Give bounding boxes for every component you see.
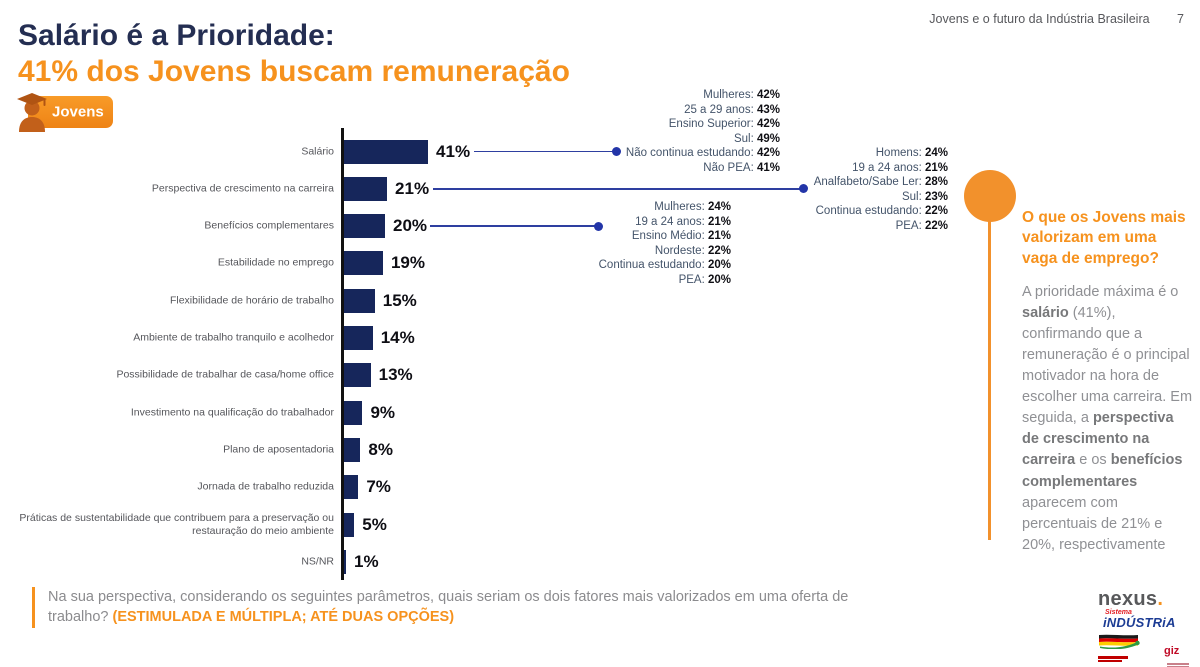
callout-block: Mulheres: 24% 19 a 24 anos: 21% Ensino Méd… (599, 200, 731, 287)
category-label: Perspectiva de crescimento na carreira (151, 182, 334, 195)
category-label: Investimento na qualificação do trabalha… (130, 406, 334, 419)
callout-line: Sul: 23% (901, 190, 948, 203)
graduate-person-icon (17, 93, 47, 132)
footnote: Na sua perspectiva, considerando os segu… (32, 587, 863, 628)
callout-block: Mulheres: 42% 25 a 29 anos: 43% Ensino Sup… (626, 88, 780, 175)
slide-title-line2: 41% dos Jovens buscam remuneração (18, 55, 570, 88)
chart-axis (341, 128, 344, 580)
giz-logo-text-placeholder (1167, 662, 1189, 667)
callout-dot (593, 221, 603, 231)
bar (344, 251, 383, 276)
callout-line: Analfabeto/Sabe Ler: 28% (813, 176, 948, 188)
nexus-logo: nexus. (1098, 588, 1163, 611)
sistema-logo-bottom: iNDÚSTRiA (1103, 615, 1176, 630)
bar (344, 288, 375, 313)
callout-line: Ensino Médio: 21% (631, 230, 731, 242)
german-flag-ribbon-icon (1099, 634, 1140, 650)
bar (344, 363, 371, 388)
category-label: Salário (301, 144, 334, 157)
value-label: 1% (354, 551, 379, 571)
page-number: 7 (1177, 12, 1184, 26)
badge-label: Jovens (52, 103, 104, 121)
callout-dot (798, 184, 808, 194)
annotation-connector-line (988, 220, 991, 540)
category-label: Flexibilidade de horário de trabalho (169, 294, 334, 307)
bar (344, 512, 355, 537)
value-label: 21% (395, 178, 430, 198)
nexus-logo-text: nexus (1098, 588, 1158, 610)
callout-dot (611, 147, 621, 156)
value-label: 9% (370, 402, 396, 422)
giz-logo-text: giz (1164, 645, 1180, 657)
value-label: 13% (378, 365, 413, 385)
callout-line: 19 a 24 anos: 21% (635, 215, 731, 228)
category-label: Possibilidade de trabalhar de casa/home … (116, 368, 334, 381)
value-label: 5% (362, 514, 387, 534)
bar (344, 326, 373, 350)
sistema-logo-top: Sistema (1105, 609, 1132, 616)
value-label: 15% (382, 290, 417, 310)
category-label: Práticas de sustentabilidade que contrib… (19, 511, 334, 537)
jovens-badge: Jovens (17, 93, 113, 132)
callout-line: Mulheres: 24% (654, 201, 731, 213)
nexus-logo-dot: . (1157, 588, 1164, 610)
callout-block: Homens: 24% 19 a 24 anos: 21% Analfabeto/S… (814, 146, 948, 233)
callout-connector-line (433, 188, 803, 190)
callout-line: Ensino Superior: 42% (668, 118, 780, 130)
bar (344, 549, 347, 574)
callout-line: 25 a 29 anos: 43% (684, 103, 780, 116)
callout-line: PEA: 22% (895, 219, 948, 232)
footnote-question: Na sua perspectiva, considerando os segu… (48, 589, 849, 626)
callout-line: Homens: 24% (875, 147, 948, 159)
value-label: 19% (390, 253, 425, 273)
sistema-industria-logo: Sistema iNDÚSTRiA (1103, 609, 1176, 629)
value-label: 14% (380, 328, 415, 347)
giz-logo: giz (1164, 641, 1200, 667)
bar (344, 139, 429, 164)
annotation-circle (964, 170, 1016, 222)
bar (344, 400, 363, 425)
bar (344, 437, 361, 462)
bar (344, 475, 359, 500)
callout-connector-line (474, 150, 616, 153)
cooperation-logo-text-placeholder (1098, 660, 1122, 662)
category-label: Plano de aposentadoria (223, 443, 334, 456)
sidebar: O que os Jovens mais valorizam em uma va… (1022, 208, 1194, 556)
callout-line: Continua estudando: 20% (598, 259, 731, 271)
bar (344, 176, 388, 201)
category-label: NS/NR (301, 555, 334, 568)
callout-line: Nordeste: 22% (654, 244, 731, 257)
category-label: Ambiente de trabalho tranquilo e acolhed… (133, 331, 334, 344)
callout-line: Não PEA: 41% (703, 161, 780, 174)
callout-line: Não continua estudando: 42% (625, 147, 780, 159)
header: Jovens e o futuro da Indústria Brasileir… (929, 12, 1184, 26)
callout-line: 19 a 24 anos: 21% (852, 161, 948, 174)
sidebar-heading: O que os Jovens mais valorizam em uma va… (1022, 209, 1186, 267)
callout-line: Sul: 49% (733, 132, 780, 145)
footnote-highlight: (ESTIMULADA E MÚLTIPLA; ATÉ DUAS OPÇÕES) (112, 609, 455, 626)
slide-title: Salário é a Prioridade: 41% dos Jovens b… (18, 18, 570, 90)
category-label: Benefícios complementares (204, 219, 334, 232)
category-label: Estabilidade no emprego (217, 256, 334, 269)
german-cooperation-logo (1098, 634, 1140, 662)
value-label: 8% (368, 439, 393, 459)
callout-line: Mulheres: 42% (703, 89, 780, 101)
header-title: Jovens e o futuro da Indústria Brasileir… (929, 12, 1150, 26)
value-label: 20% (393, 216, 428, 236)
callout-connector-line (430, 225, 598, 227)
value-label: 7% (366, 477, 391, 497)
category-label: Jornada de trabalho reduzida (197, 480, 334, 493)
callout-line: PEA: 20% (678, 273, 731, 286)
callout-line: Continua estudando: 22% (815, 205, 948, 217)
sidebar-paragraph: A prioridade máxima é o salário (41%), c… (1022, 284, 1193, 553)
cooperation-logo-text-placeholder (1098, 656, 1128, 659)
slide-title-line1: Salário é a Prioridade: (18, 19, 335, 52)
bar (344, 214, 385, 239)
value-label: 41% (436, 141, 471, 161)
